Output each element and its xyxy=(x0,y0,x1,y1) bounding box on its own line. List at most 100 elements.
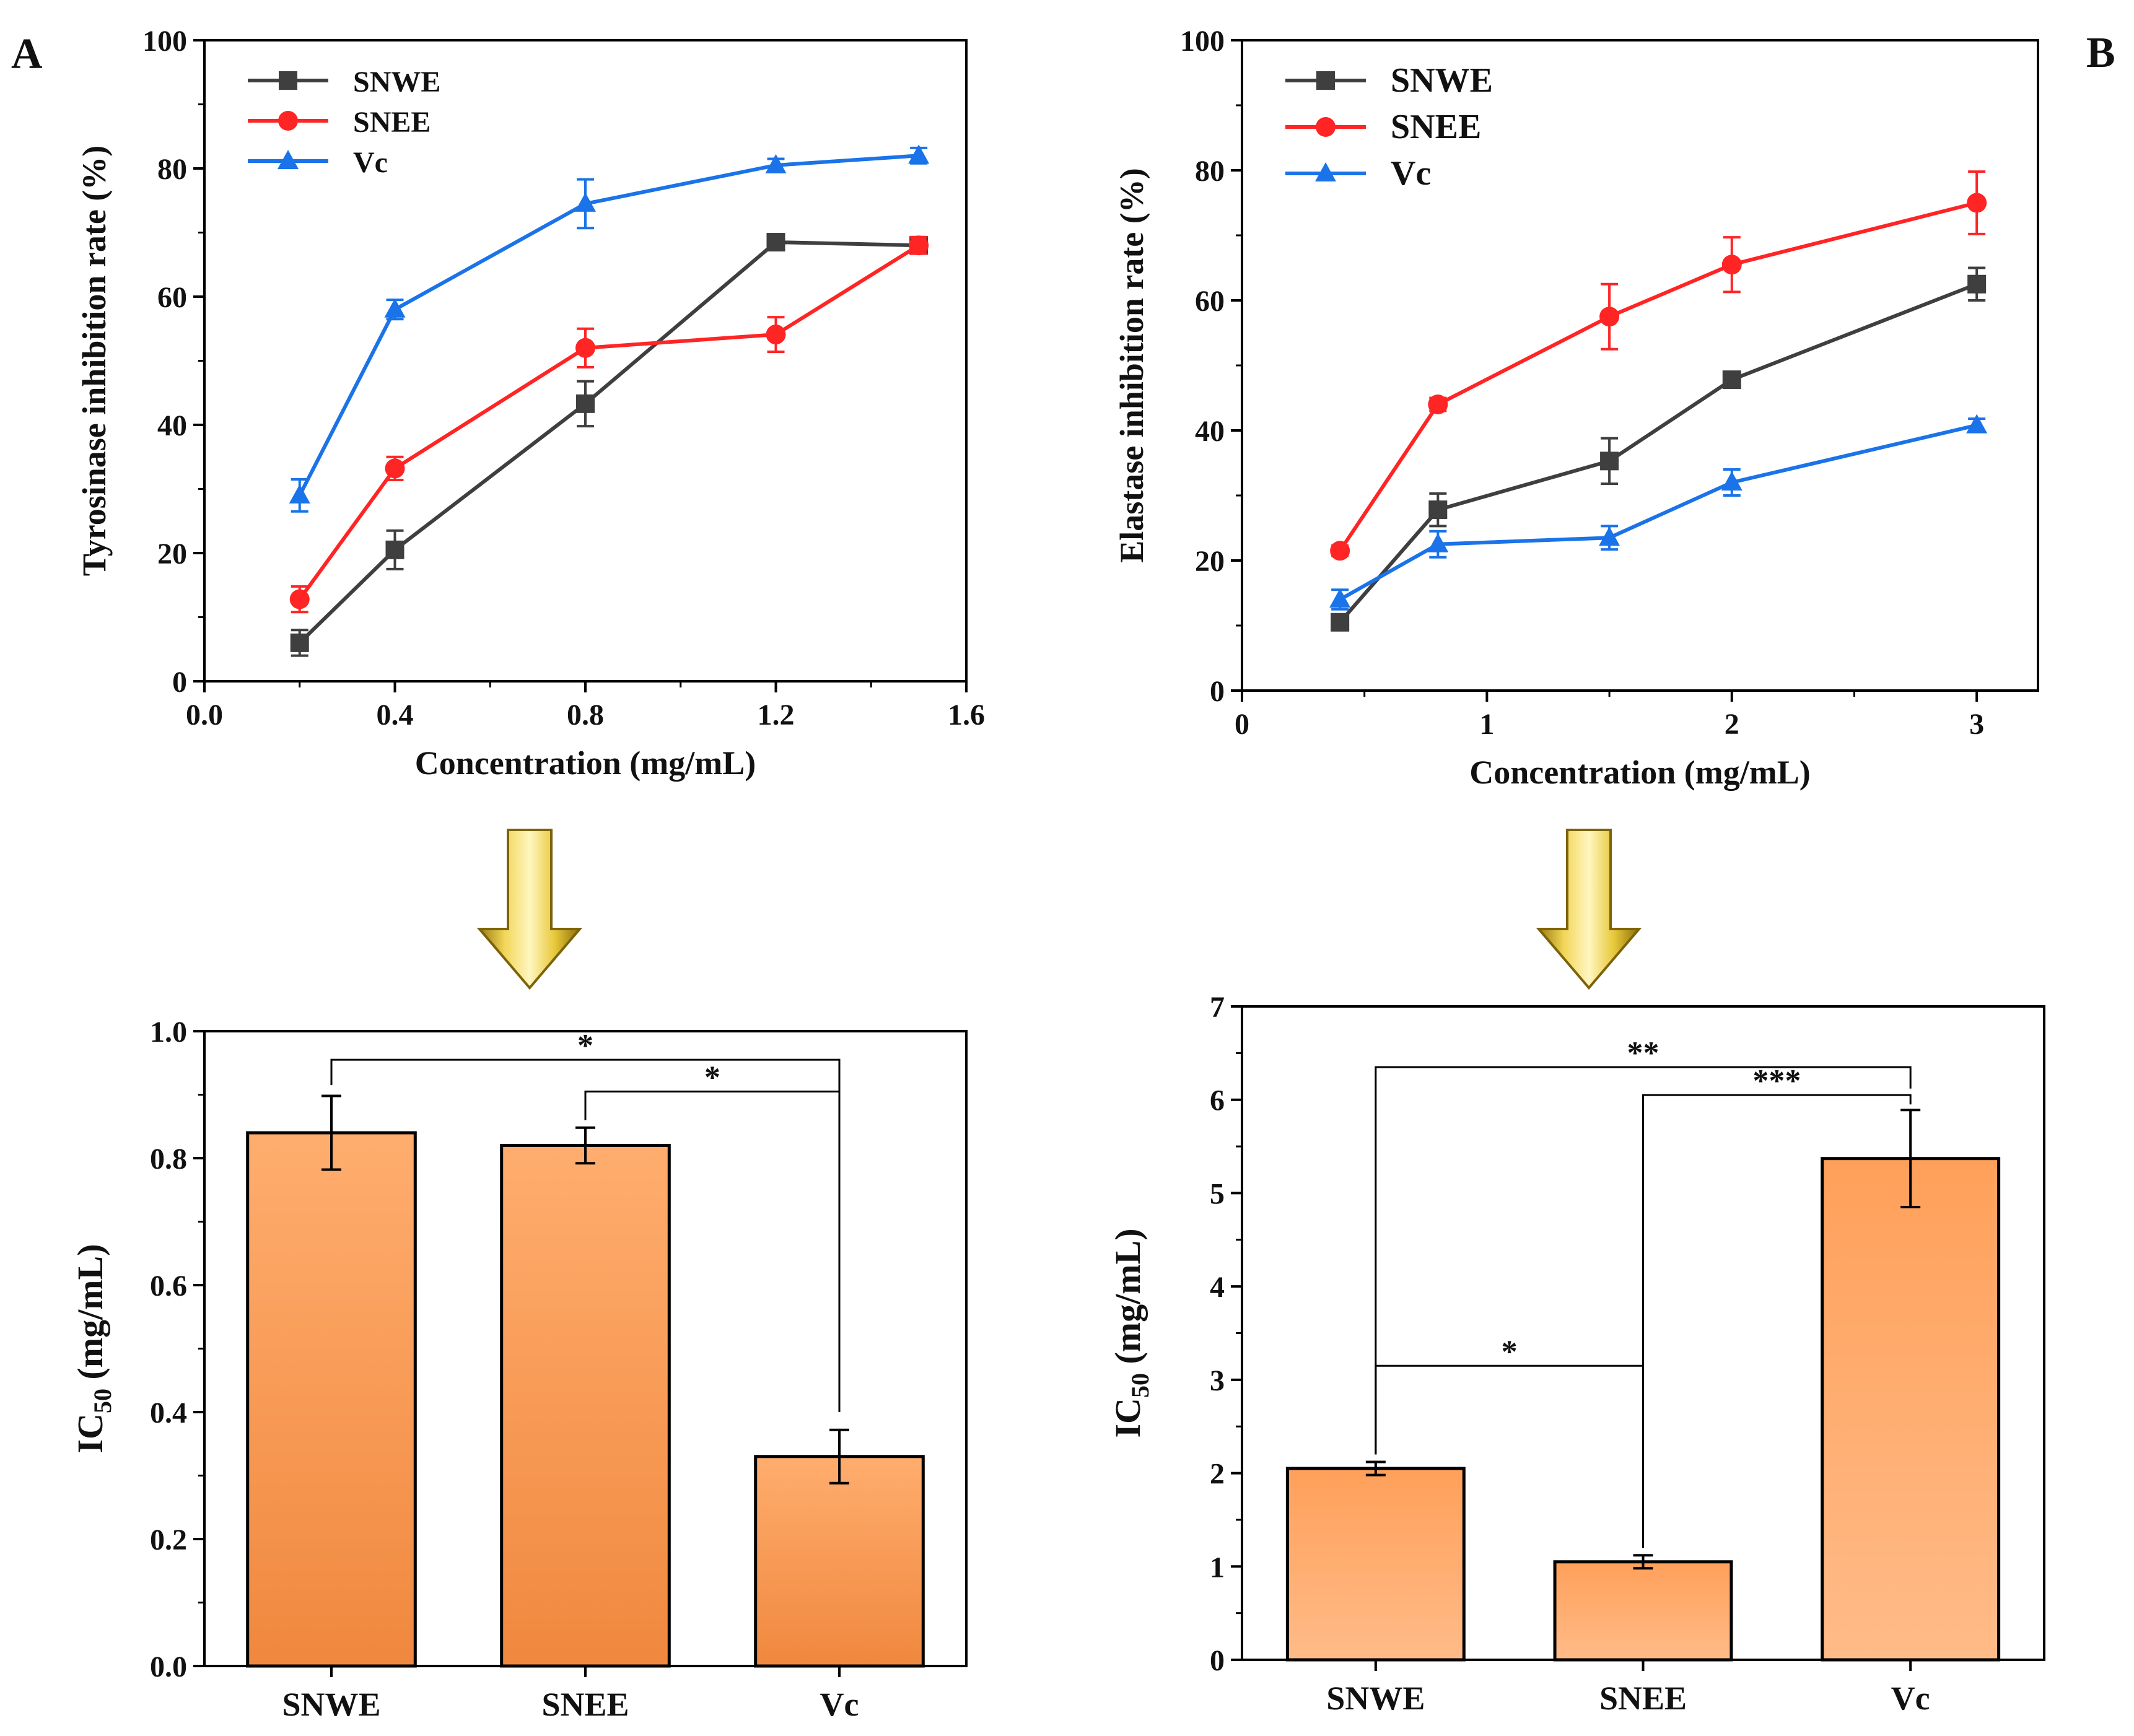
data-point-snwe xyxy=(1428,500,1448,520)
y-tick-label: 1 xyxy=(1210,1551,1225,1584)
data-point-snwe xyxy=(766,233,785,252)
data-point-snee xyxy=(385,458,405,479)
y-tick-label: 0 xyxy=(172,666,187,699)
significance-label: *** xyxy=(1752,1063,1801,1099)
x-tick-label: 0 xyxy=(1235,708,1249,741)
legend-label: Vc xyxy=(1391,154,1431,193)
x-tick-label: SNWE xyxy=(1326,1680,1425,1717)
data-point-snee xyxy=(575,338,595,358)
y-tick-label: 100 xyxy=(1180,25,1225,58)
data-point-vc xyxy=(1599,526,1620,546)
y-tick-label: 7 xyxy=(1210,991,1225,1024)
series-line-snwe xyxy=(1338,282,1978,624)
x-tick-label: 3 xyxy=(1969,708,1984,741)
x-tick-label: 1 xyxy=(1479,708,1494,741)
significance-label: * xyxy=(1502,1334,1518,1369)
data-point-vc xyxy=(1427,533,1449,552)
y-tick-label: 2 xyxy=(1210,1458,1225,1491)
data-point-vc xyxy=(575,192,596,212)
data-point-snwe xyxy=(385,540,404,559)
y-tick-label: 0.2 xyxy=(150,1524,187,1556)
panel-label-b: B xyxy=(2086,29,2115,77)
legend-label: SNEE xyxy=(353,106,431,139)
y-tick-label: 5 xyxy=(1210,1177,1225,1210)
data-point-vc xyxy=(1721,471,1743,491)
y-tick-label: 0 xyxy=(1210,1644,1225,1677)
tyrosinase-line-chart: 0 20 40 60 80 100 0.0 0.4 0.8 1.2 1.6 Concentration… xyxy=(76,25,985,782)
significance-label: * xyxy=(577,1028,593,1063)
y-axis-label: IC50 (mg/mL) xyxy=(1108,1228,1154,1437)
bar-snee xyxy=(1553,1560,1733,1662)
data-point-snwe xyxy=(1600,451,1619,471)
data-point-snee xyxy=(909,235,929,256)
data-point-snee xyxy=(1428,395,1448,414)
x-axis-label: Concentration (mg/mL) xyxy=(415,744,756,782)
y-tick-label: 60 xyxy=(1195,285,1225,318)
y-tick-label: 60 xyxy=(157,281,187,314)
panel-label-a: A xyxy=(11,30,43,78)
legend-marker xyxy=(278,150,299,169)
data-point-snwe xyxy=(1331,613,1350,632)
legend-marker xyxy=(1316,117,1336,137)
significance-bracket xyxy=(1375,1364,1644,1548)
legend-label: SNWE xyxy=(353,66,440,98)
y-tick-label: 4 xyxy=(1210,1271,1225,1304)
down-arrow-icon xyxy=(476,829,583,990)
data-point-vc xyxy=(1966,414,1988,434)
y-tick-label: 1.0 xyxy=(150,1016,187,1049)
y-tick-label: 0.4 xyxy=(150,1397,187,1429)
y-tick-label: 20 xyxy=(157,538,187,570)
x-tick-label: SNWE xyxy=(282,1686,380,1723)
y-axis-label: Tyrosinase inhibition rate (%) xyxy=(76,146,113,577)
data-point-snwe xyxy=(1967,274,1987,294)
x-tick-label: SNEE xyxy=(1599,1680,1687,1717)
significance-bracket xyxy=(1375,1066,1912,1455)
data-point-vc xyxy=(384,298,406,318)
legend-marker xyxy=(279,71,297,90)
data-point-vc xyxy=(289,484,310,504)
y-axis-label: Elastase inhibition rate (%) xyxy=(1113,168,1150,563)
y-tick-label: 0.8 xyxy=(150,1143,187,1176)
bar-snwe xyxy=(246,1131,417,1668)
x-tick-label: 2 xyxy=(1725,708,1739,741)
data-point-snee xyxy=(1599,307,1620,327)
y-tick-label: 80 xyxy=(1195,155,1225,188)
significance-label: ** xyxy=(1627,1036,1660,1071)
x-tick-label: 1.6 xyxy=(948,699,985,731)
y-tick-label: 0 xyxy=(1210,675,1225,708)
legend-marker xyxy=(1315,162,1336,181)
data-point-snwe xyxy=(576,394,595,413)
data-point-snee xyxy=(766,325,786,345)
data-point-snee xyxy=(289,589,310,609)
data-point-snee xyxy=(1721,255,1742,275)
data-point-vc xyxy=(765,154,787,173)
data-point-vc xyxy=(1329,588,1351,608)
y-axis-label: IC50 (mg/mL) xyxy=(70,1244,116,1453)
bar-vc xyxy=(1821,1157,2001,1662)
data-point-snwe xyxy=(290,633,309,652)
y-tick-label: 40 xyxy=(1195,415,1225,448)
data-point-snee xyxy=(1967,193,1987,213)
legend-label: SNEE xyxy=(1391,108,1481,146)
legend-marker xyxy=(1316,71,1335,90)
significance-bracket xyxy=(330,1058,841,1412)
bar-snee xyxy=(500,1144,671,1668)
bar-vc xyxy=(754,1455,925,1668)
data-point-vc xyxy=(908,144,930,164)
significance-bracket xyxy=(584,1090,839,1120)
y-tick-label: 6 xyxy=(1210,1084,1225,1117)
y-tick-label: 80 xyxy=(157,153,187,186)
x-tick-label: 0.0 xyxy=(186,699,223,731)
x-axis-label: Concentration (mg/mL) xyxy=(1469,754,1810,791)
x-tick-label: Vc xyxy=(1891,1680,1930,1717)
y-tick-label: 0.6 xyxy=(150,1270,187,1302)
significance-bracket xyxy=(1642,1094,1912,1548)
series-line-vc xyxy=(298,154,919,497)
x-tick-label: 0.4 xyxy=(377,699,414,731)
significance-label: * xyxy=(704,1060,720,1095)
elastase-line-chart: 0 20 40 60 80 100 0 1 2 3 Concentration (mg/mL) Ela… xyxy=(1113,25,2039,791)
data-point-snwe xyxy=(1722,370,1741,390)
tyrosinase-ic50-bar-chart: 0.0 0.2 0.4 0.6 0.8 1.0 SNWE SNEE Vc IC50 (mg/mL)… xyxy=(70,1016,968,1723)
